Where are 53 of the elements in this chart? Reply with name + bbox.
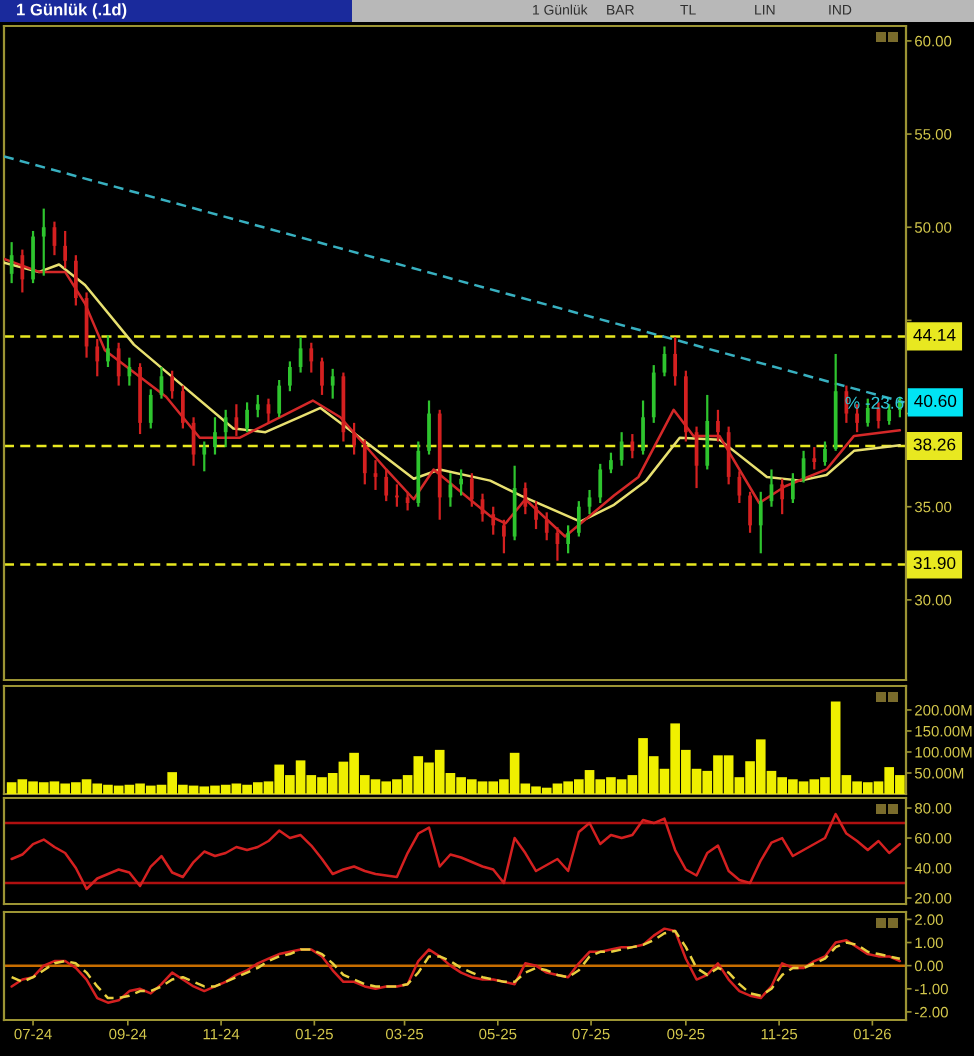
candlestick xyxy=(223,408,228,449)
candlestick xyxy=(427,399,431,456)
candlestick xyxy=(170,369,175,400)
candlestick xyxy=(812,445,817,471)
ref-line-label: 38.26 xyxy=(913,438,956,451)
candlestick xyxy=(630,432,635,460)
candlestick xyxy=(576,500,581,538)
candlestick xyxy=(523,481,528,516)
candlestick xyxy=(116,341,121,387)
candlestick xyxy=(758,490,763,555)
candlestick xyxy=(202,440,207,473)
candlestick xyxy=(598,462,603,505)
candlestick xyxy=(641,399,645,456)
candlestick xyxy=(716,408,720,443)
candlestick xyxy=(95,337,100,378)
candlestick xyxy=(362,438,367,486)
candlestick xyxy=(726,425,731,486)
candlestick xyxy=(277,378,282,419)
candlestick xyxy=(288,360,292,393)
candlestick xyxy=(673,336,678,387)
candlestick xyxy=(790,472,795,505)
candlestick xyxy=(320,356,324,397)
text: 40.60 xyxy=(914,394,957,407)
candlestick xyxy=(651,364,656,424)
candlestick xyxy=(309,341,314,374)
candlestick xyxy=(780,477,785,516)
candlestick xyxy=(213,416,217,456)
candlestick xyxy=(384,468,389,503)
candlestick xyxy=(619,431,624,467)
candlestick xyxy=(609,451,613,475)
chart-title: 1 Günlük (.1d) xyxy=(17,3,127,19)
candlestick xyxy=(245,401,249,434)
ref-line-label: 44.14 xyxy=(913,329,956,341)
candlestick xyxy=(9,241,14,285)
candlestick xyxy=(41,207,46,277)
candlestick xyxy=(705,393,710,471)
candlestick xyxy=(106,334,110,369)
candlestick xyxy=(31,229,35,285)
candlestick xyxy=(352,421,356,456)
candlestick xyxy=(330,367,335,400)
candlestick xyxy=(469,472,474,508)
candlestick xyxy=(148,388,153,430)
candlestick xyxy=(566,524,570,555)
line-series xyxy=(10,812,902,891)
candlestick xyxy=(181,384,185,430)
candlestick xyxy=(737,470,742,505)
candlestick xyxy=(459,468,463,497)
candlestick xyxy=(534,500,538,531)
candlestick xyxy=(255,393,260,419)
ref-line-label: 31.90 xyxy=(913,556,956,570)
candlestick xyxy=(127,356,132,387)
candlestick xyxy=(855,403,859,434)
candlestick xyxy=(823,440,827,467)
